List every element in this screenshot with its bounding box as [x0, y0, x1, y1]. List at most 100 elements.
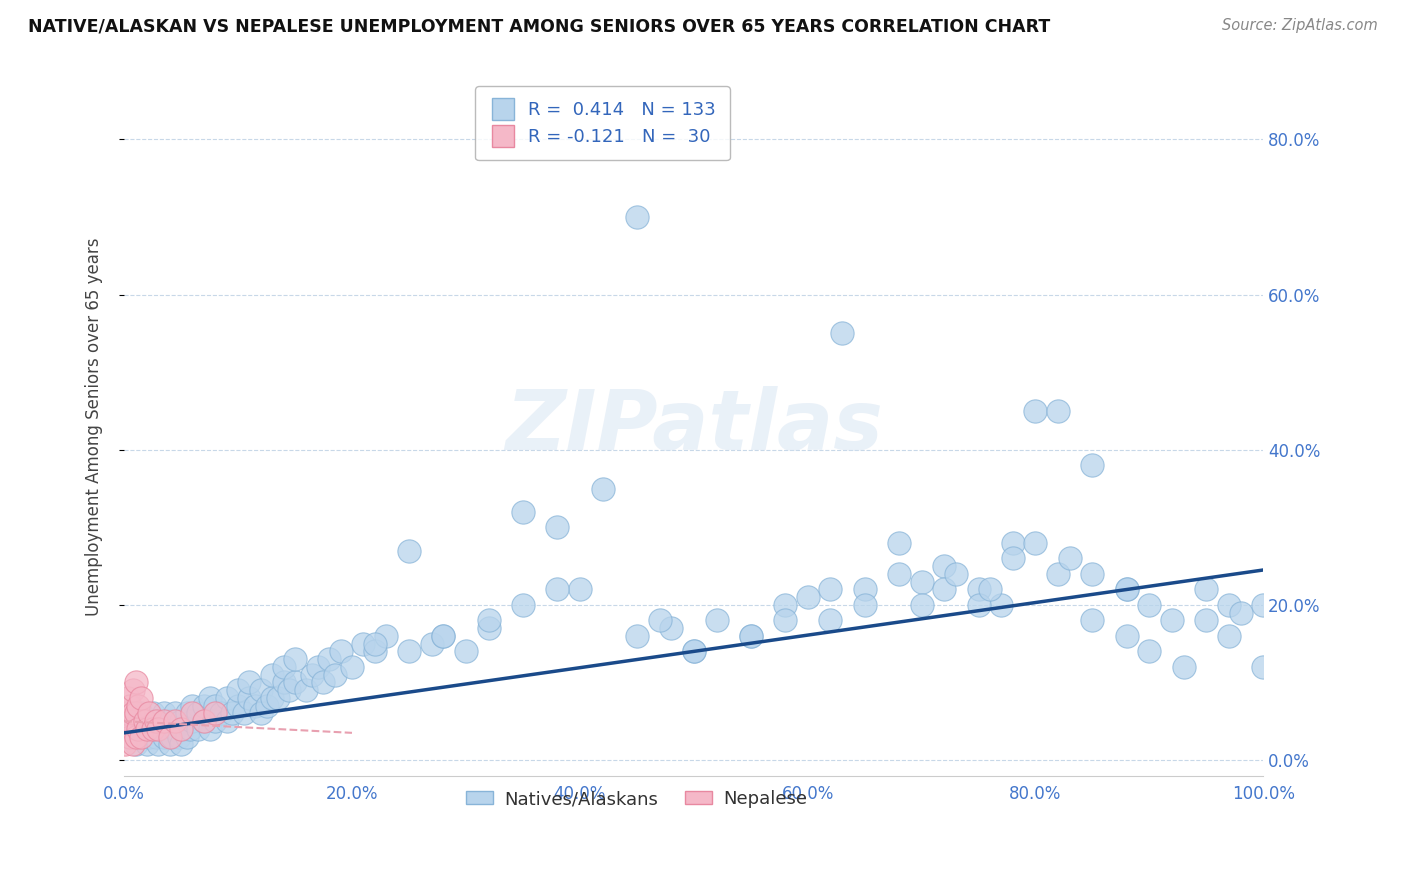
Point — [114, 738, 136, 752]
Point — [1173, 660, 1195, 674]
Point — [165, 722, 187, 736]
Point — [204, 698, 226, 713]
Point — [142, 706, 165, 721]
Point — [1195, 582, 1218, 597]
Point — [478, 621, 501, 635]
Point — [934, 559, 956, 574]
Point — [112, 722, 135, 736]
Point — [181, 714, 204, 729]
Point — [145, 714, 167, 729]
Point — [124, 675, 146, 690]
Point — [820, 582, 842, 597]
Point — [1253, 598, 1275, 612]
Point — [138, 730, 160, 744]
Point — [1081, 566, 1104, 581]
Point — [934, 582, 956, 597]
Point — [148, 738, 170, 752]
Point — [979, 582, 1001, 597]
Point — [148, 714, 170, 729]
Point — [159, 714, 181, 729]
Point — [204, 706, 226, 721]
Point — [853, 582, 876, 597]
Point — [340, 660, 363, 674]
Point — [250, 683, 273, 698]
Point — [1081, 613, 1104, 627]
Point — [1229, 606, 1251, 620]
Point — [181, 706, 204, 721]
Y-axis label: Unemployment Among Seniors over 65 years: Unemployment Among Seniors over 65 years — [86, 237, 103, 615]
Point — [159, 738, 181, 752]
Point — [129, 706, 152, 721]
Point — [129, 730, 152, 744]
Point — [1047, 566, 1070, 581]
Point — [329, 644, 352, 658]
Point — [967, 598, 990, 612]
Point — [148, 722, 170, 736]
Point — [209, 706, 232, 721]
Point — [226, 683, 249, 698]
Point — [1253, 660, 1275, 674]
Point — [122, 706, 145, 721]
Point — [1047, 404, 1070, 418]
Point — [187, 706, 209, 721]
Point — [796, 590, 818, 604]
Point — [142, 722, 165, 736]
Point — [295, 683, 318, 698]
Point — [134, 722, 156, 736]
Point — [135, 714, 157, 729]
Point — [312, 675, 335, 690]
Point — [626, 629, 648, 643]
Point — [170, 714, 193, 729]
Point — [115, 706, 138, 721]
Point — [1059, 551, 1081, 566]
Point — [478, 613, 501, 627]
Point — [118, 730, 141, 744]
Point — [215, 714, 238, 729]
Point — [221, 706, 243, 721]
Point — [215, 690, 238, 705]
Point — [323, 667, 346, 681]
Point — [160, 730, 183, 744]
Point — [1161, 613, 1184, 627]
Point — [198, 690, 221, 705]
Point — [546, 582, 568, 597]
Point — [153, 706, 176, 721]
Point — [682, 644, 704, 658]
Point — [773, 598, 796, 612]
Point — [1115, 629, 1137, 643]
Point — [284, 675, 307, 690]
Point — [1024, 536, 1046, 550]
Point — [1001, 536, 1024, 550]
Text: ZIPatlas: ZIPatlas — [505, 386, 883, 467]
Point — [124, 730, 146, 744]
Point — [740, 629, 762, 643]
Point — [945, 566, 967, 581]
Point — [1139, 644, 1161, 658]
Point — [364, 644, 387, 658]
Point — [193, 698, 215, 713]
Point — [193, 714, 215, 729]
Point — [238, 690, 260, 705]
Point — [454, 644, 477, 658]
Point — [138, 706, 160, 721]
Point — [1081, 458, 1104, 473]
Point — [167, 730, 190, 744]
Point — [910, 598, 932, 612]
Point — [134, 714, 156, 729]
Point — [568, 582, 591, 597]
Point — [165, 714, 187, 729]
Point — [546, 520, 568, 534]
Point — [512, 598, 534, 612]
Point — [706, 613, 728, 627]
Point — [122, 738, 145, 752]
Point — [127, 722, 149, 736]
Point — [243, 698, 266, 713]
Point — [887, 566, 910, 581]
Point — [117, 690, 139, 705]
Point — [232, 706, 254, 721]
Point — [135, 722, 157, 736]
Point — [129, 730, 152, 744]
Point — [127, 698, 149, 713]
Point — [273, 675, 295, 690]
Point — [648, 613, 671, 627]
